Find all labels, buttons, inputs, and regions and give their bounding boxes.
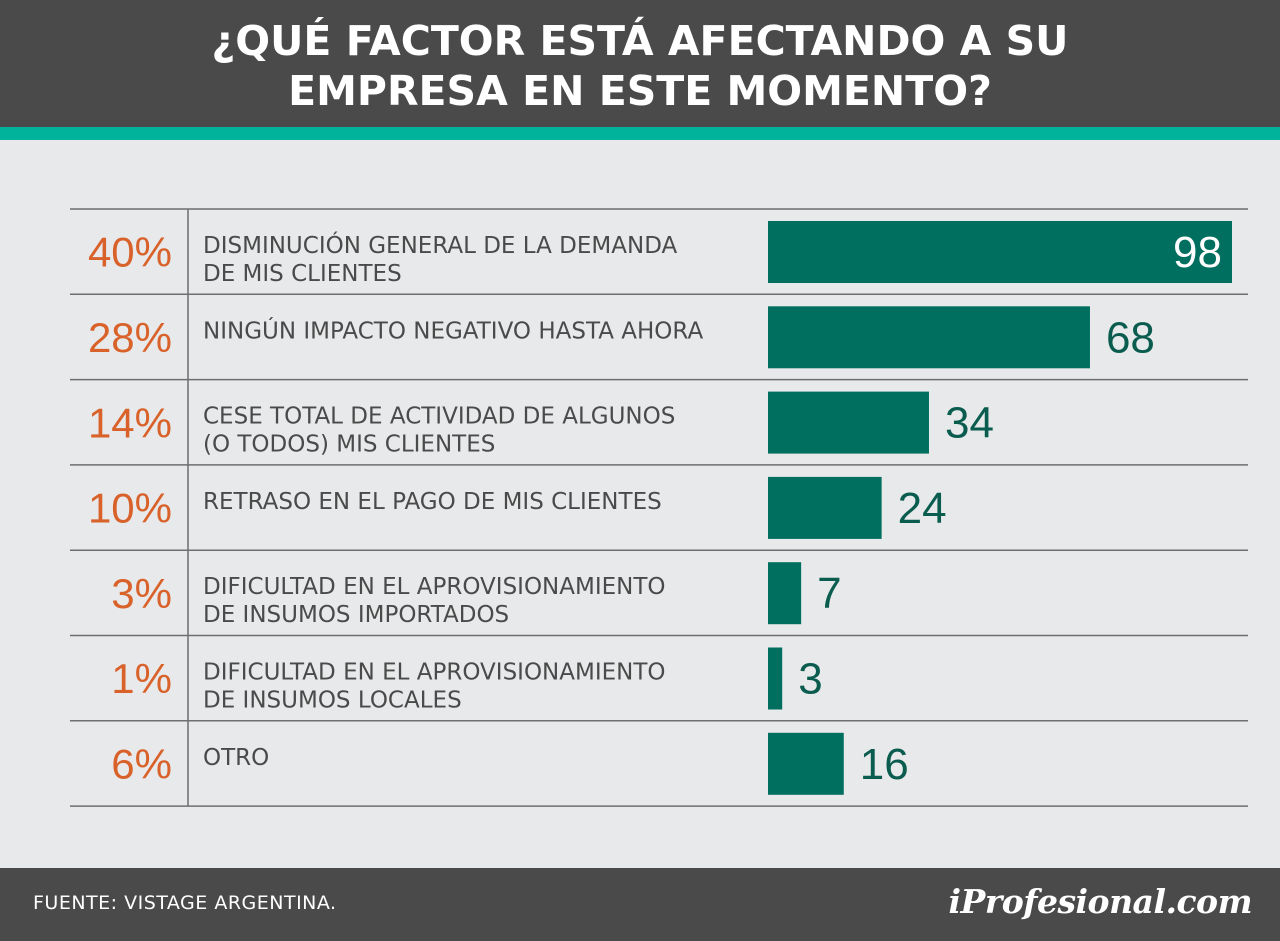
category-label: DISMINUCIÓN GENERAL DE LA DEMANDA (203, 231, 677, 259)
bar (768, 221, 1232, 283)
category-label: NINGÚN IMPACTO NEGATIVO HASTA AHORA (203, 316, 703, 344)
bar (768, 476, 882, 539)
category-label: RETRASO EN EL PAGO DE MIS CLIENTES (203, 489, 662, 515)
bar (768, 732, 844, 795)
accent-stripe (0, 127, 1280, 140)
brand-logo: iProfesional.com (948, 882, 1253, 921)
percent-label: 1% (111, 655, 172, 702)
value-label: 34 (945, 399, 994, 448)
percent-label: 3% (111, 570, 172, 617)
category-label: DE MIS CLIENTES (203, 261, 402, 287)
source-note: FUENTE: VISTAGE ARGENTINA. (33, 892, 337, 914)
category-label: DIFICULTAD EN EL APROVISIONAMIENTO (203, 660, 666, 686)
percent-label: 6% (111, 740, 172, 787)
category-label: DIFICULTAD EN EL APROVISIONAMIENTO (203, 574, 666, 600)
category-label: (O TODOS) MIS CLIENTES (203, 432, 495, 458)
bar (768, 647, 783, 710)
bar (768, 391, 929, 454)
percent-label: 40% (88, 229, 172, 276)
chart-title: ¿QUÉ FACTOR ESTÁ AFECTANDO A SU EMPRESA … (211, 17, 1069, 115)
bar (768, 562, 802, 625)
category-label: DE INSUMOS IMPORTADOS (203, 602, 509, 628)
category-label: DE INSUMOS LOCALES (203, 688, 462, 714)
chart-header: ¿QUÉ FACTOR ESTÁ AFECTANDO A SU EMPRESA … (0, 0, 1280, 127)
percent-label: 28% (88, 314, 172, 361)
category-label: CESE TOTAL DE ACTIVIDAD DE ALGUNOS (203, 404, 675, 430)
chart-footer: FUENTE: VISTAGE ARGENTINA. iProfesional.… (0, 868, 1280, 941)
value-label: 98 (1173, 228, 1222, 277)
value-label: 68 (1106, 313, 1155, 362)
percent-label: 10% (88, 485, 172, 532)
percent-label: 14% (88, 399, 172, 446)
bar (768, 306, 1090, 369)
value-label: 16 (860, 740, 909, 789)
value-label: 24 (898, 484, 947, 533)
category-label: OTRO (203, 745, 269, 771)
value-label: 7 (817, 569, 841, 618)
value-label: 3 (798, 655, 822, 704)
